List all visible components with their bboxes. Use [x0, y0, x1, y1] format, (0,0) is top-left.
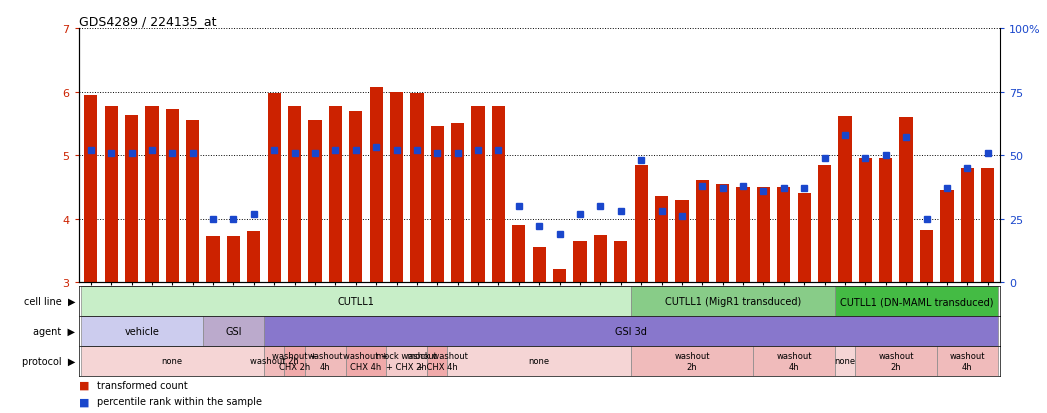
Bar [937, 346, 998, 376]
Bar [427, 346, 447, 376]
Bar [631, 346, 753, 376]
Bar [264, 346, 285, 376]
Text: none: none [834, 356, 855, 366]
Bar [492, 106, 505, 282]
Bar [899, 118, 913, 282]
Text: cell line  ▶: cell line ▶ [24, 297, 75, 306]
Bar [264, 316, 998, 346]
Bar [777, 188, 790, 282]
Text: transformed count: transformed count [97, 380, 188, 390]
Text: none: none [529, 356, 550, 366]
Bar [654, 197, 668, 282]
Bar [859, 159, 872, 282]
Bar [961, 169, 974, 282]
Text: washout
4h: washout 4h [950, 351, 985, 370]
Bar [349, 112, 362, 282]
Bar [533, 248, 545, 282]
Bar [879, 159, 892, 282]
Bar [285, 346, 305, 376]
Bar [386, 346, 427, 376]
Bar [451, 124, 464, 282]
Bar [81, 346, 264, 376]
Bar [675, 200, 689, 282]
Bar [798, 194, 810, 282]
Bar [81, 316, 203, 346]
Bar [839, 116, 851, 282]
Bar [447, 346, 631, 376]
Bar [981, 169, 995, 282]
Bar [818, 165, 831, 282]
Bar [206, 237, 220, 282]
Text: mock washout
+ CHX 2h: mock washout + CHX 2h [376, 351, 438, 370]
Text: CUTLL1 (MigR1 transduced): CUTLL1 (MigR1 transduced) [665, 297, 801, 306]
Text: CUTLL1: CUTLL1 [337, 297, 374, 306]
Bar [574, 241, 586, 282]
Text: washout
4h: washout 4h [308, 351, 343, 370]
Bar [165, 110, 179, 282]
Bar [346, 346, 386, 376]
Bar [634, 165, 648, 282]
Text: CUTLL1 (DN-MAML transduced): CUTLL1 (DN-MAML transduced) [840, 297, 993, 306]
Bar [631, 287, 834, 316]
Text: washout
2h: washout 2h [878, 351, 914, 370]
Bar [329, 106, 342, 282]
Bar [305, 346, 346, 376]
Text: washout 2h: washout 2h [250, 356, 298, 366]
Text: washout
4h: washout 4h [776, 351, 811, 370]
Bar [309, 121, 321, 282]
Bar [855, 346, 937, 376]
Bar [834, 287, 998, 316]
Bar [84, 95, 97, 282]
Bar [105, 106, 117, 282]
Bar [757, 188, 770, 282]
Text: ■: ■ [79, 396, 89, 406]
Text: ■: ■ [79, 380, 89, 390]
Bar [753, 346, 834, 376]
Bar [736, 188, 750, 282]
Text: GSI: GSI [225, 326, 242, 336]
Bar [146, 106, 158, 282]
Bar [834, 346, 855, 376]
Text: GDS4289 / 224135_at: GDS4289 / 224135_at [79, 15, 216, 28]
Text: washout
2h: washout 2h [674, 351, 710, 370]
Bar [268, 94, 281, 282]
Bar [471, 106, 485, 282]
Bar [389, 92, 403, 282]
Bar [186, 121, 199, 282]
Bar [125, 116, 138, 282]
Text: washout +
CHX 2h: washout + CHX 2h [272, 351, 317, 370]
Text: percentile rank within the sample: percentile rank within the sample [97, 396, 263, 406]
Bar [553, 270, 566, 282]
Text: mock washout
+ CHX 4h: mock washout + CHX 4h [407, 351, 468, 370]
Text: agent  ▶: agent ▶ [34, 326, 75, 336]
Bar [430, 127, 444, 282]
Bar [716, 184, 730, 282]
Bar [695, 181, 709, 282]
Bar [247, 232, 261, 282]
Bar [203, 316, 264, 346]
Text: washout +
CHX 4h: washout + CHX 4h [343, 351, 388, 370]
Bar [940, 190, 954, 282]
Bar [615, 241, 627, 282]
Bar [227, 237, 240, 282]
Text: GSI 3d: GSI 3d [615, 326, 647, 336]
Bar [410, 94, 424, 282]
Bar [370, 88, 383, 282]
Bar [81, 287, 631, 316]
Bar [594, 235, 607, 282]
Bar [512, 225, 526, 282]
Text: none: none [161, 356, 183, 366]
Text: vehicle: vehicle [125, 326, 159, 336]
Text: protocol  ▶: protocol ▶ [22, 356, 75, 366]
Bar [288, 107, 302, 282]
Bar [920, 230, 933, 282]
